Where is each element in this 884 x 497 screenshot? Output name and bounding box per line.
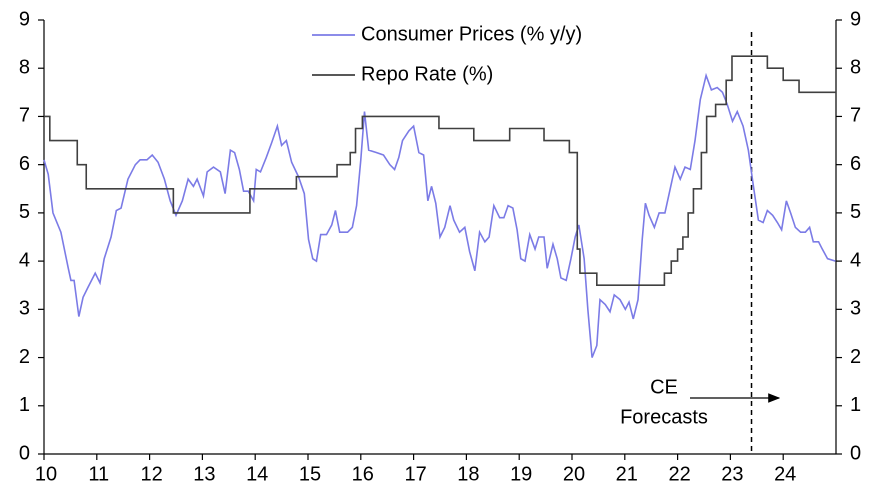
y2-tick-label: 8: [850, 57, 861, 79]
y-tick-label: 5: [19, 201, 30, 223]
y-tick-label: 9: [19, 8, 30, 30]
y2-tick-label: 1: [850, 394, 861, 416]
y-tick-label: 7: [19, 105, 30, 127]
x-tick-label: 14: [246, 463, 268, 485]
x-tick-label: 13: [193, 463, 215, 485]
x-tick-label: 20: [563, 463, 585, 485]
y-tick-label: 3: [19, 298, 30, 320]
x-tick-label: 17: [404, 463, 426, 485]
y2-tick-label: 4: [850, 249, 861, 271]
x-tick-label: 23: [721, 463, 743, 485]
y2-tick-label: 6: [850, 153, 861, 175]
x-tick-label: 18: [457, 463, 479, 485]
x-tick-label: 16: [352, 463, 374, 485]
legend-label: Consumer Prices (% y/y): [361, 23, 582, 45]
y2-tick-label: 5: [850, 201, 861, 223]
x-tick-label: 10: [35, 463, 57, 485]
y-tick-label: 0: [19, 442, 30, 464]
y-tick-label: 4: [19, 249, 30, 271]
x-tick-label: 24: [774, 463, 796, 485]
x-tick-label: 19: [510, 463, 532, 485]
x-tick-label: 21: [616, 463, 638, 485]
series-line: [43, 72, 836, 358]
x-tick-label: 12: [140, 463, 162, 485]
y2-tick-label: 9: [850, 8, 861, 30]
annotation: CE: [650, 376, 678, 398]
y2-tick-label: 7: [850, 105, 861, 127]
legend-label: Repo Rate (%): [361, 63, 493, 85]
y2-tick-label: 3: [850, 298, 861, 320]
y-tick-label: 6: [19, 153, 30, 175]
x-tick-label: 11: [88, 463, 109, 485]
x-tick-label: 15: [299, 463, 321, 485]
x-tick-label: 22: [668, 463, 690, 485]
y2-tick-label: 0: [850, 442, 861, 464]
y-tick-label: 2: [19, 346, 30, 368]
y-tick-label: 1: [19, 394, 30, 416]
series-line: [44, 55, 836, 287]
annotation: Forecasts: [620, 406, 708, 428]
y2-tick-label: 2: [850, 346, 861, 368]
y-tick-label: 8: [19, 57, 30, 79]
